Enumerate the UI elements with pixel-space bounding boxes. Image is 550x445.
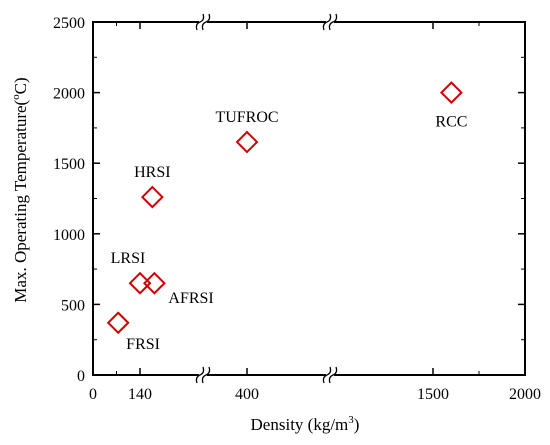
- data-label: HRSI: [134, 164, 170, 181]
- x-tick-label: 400: [235, 386, 259, 403]
- y-tick-label: 500: [61, 297, 85, 314]
- data-label: AFRSI: [168, 290, 213, 307]
- break-gap: [199, 366, 207, 384]
- data-point: [235, 130, 259, 154]
- y-axis: 0 500 1000 1500 2000 2500: [53, 15, 525, 385]
- break-gap: [199, 13, 207, 31]
- y-tick-label: 1000: [53, 227, 85, 244]
- axis-break-mark: [322, 13, 332, 31]
- data-label: FRSI: [126, 336, 160, 353]
- break-gap: [326, 366, 334, 384]
- data-point: [106, 311, 130, 335]
- plot-frame: [92, 21, 526, 376]
- x-axis-label: Density (kg/m3): [251, 414, 360, 434]
- y-tick-label: 1500: [53, 156, 85, 173]
- y-tick-label: 2000: [53, 86, 85, 103]
- y-tick-label: 0: [77, 368, 85, 385]
- x-axis: 0 140 400 1500 2000: [89, 22, 541, 403]
- axis-break-mark: [322, 366, 332, 384]
- data-label: LRSI: [111, 250, 146, 267]
- axis-break-mark: [201, 366, 211, 384]
- data-label: RCC: [435, 114, 467, 131]
- y-tick-label: 2500: [53, 15, 85, 32]
- data-point: [142, 271, 166, 295]
- plot-border: [92, 21, 526, 376]
- data-points: FRSI LRSI AFRSI HRSI TUFROC RCC: [106, 81, 467, 353]
- data-label: TUFROC: [215, 109, 278, 126]
- break-gap: [326, 13, 334, 31]
- axis-break-mark: [328, 13, 338, 31]
- axis-break-mark: [195, 366, 205, 384]
- data-point: [128, 271, 152, 295]
- y-axis-label: Max. Operating Temperature(oC): [10, 77, 30, 302]
- axis-break-mark: [328, 366, 338, 384]
- x-tick-label: 140: [128, 386, 152, 403]
- data-point: [140, 185, 164, 209]
- axis-break-mark: [201, 13, 211, 31]
- axis-break-mark: [195, 13, 205, 31]
- data-point: [439, 81, 463, 105]
- axis-breaks: [195, 13, 338, 384]
- x-tick-label: 1500: [417, 386, 449, 403]
- x-tick-label: 0: [89, 386, 97, 403]
- x-tick-label: 2000: [509, 386, 541, 403]
